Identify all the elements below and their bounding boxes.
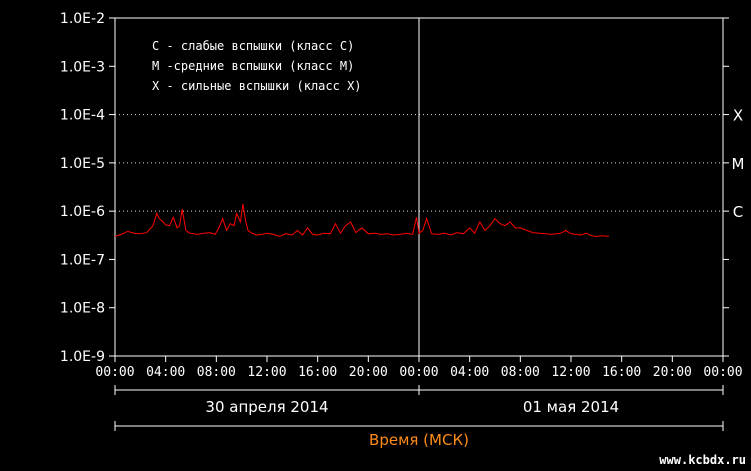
legend-entry: M -средние вспышки (класс M) xyxy=(152,59,354,73)
legend-entry: C - слабые вспышки (класс C) xyxy=(152,39,354,53)
y-tick-label: 1.0E-4 xyxy=(60,108,105,124)
x-axis: 00:00 04:00 08:00 12:00 16:00 20:00 00:00 04:00… xyxy=(95,356,743,380)
date-brackets xyxy=(114,385,724,431)
x-tick-label: 16:00 xyxy=(602,365,641,380)
legend: C - слабые вспышки (класс C) M -средние в… xyxy=(152,39,362,93)
x-tick-label: 20:00 xyxy=(349,365,388,380)
watermark: www.kcbdx.ru xyxy=(659,453,746,467)
class-label: C xyxy=(733,203,743,221)
x-tick-label: 00:00 xyxy=(95,365,134,380)
x-axis-title: Время (МСК) xyxy=(369,431,469,449)
x-tick-label: 12:00 xyxy=(247,365,286,380)
x-tick-label: 04:00 xyxy=(450,365,489,380)
x-tick-label: 16:00 xyxy=(298,365,337,380)
x-tick-label: 08:00 xyxy=(197,365,236,380)
y-tick-label: 1.0E-7 xyxy=(60,252,105,268)
x-tick-label: 04:00 xyxy=(146,365,185,380)
x-tick-label: 12:00 xyxy=(551,365,590,380)
flare-class-labels: X M C xyxy=(732,107,745,222)
class-label: M xyxy=(732,155,745,173)
day-label: 30 апреля 2014 xyxy=(205,398,328,416)
class-label: X xyxy=(733,107,743,125)
series-group xyxy=(114,204,610,237)
day-label: 01 мая 2014 xyxy=(523,398,619,416)
y-tick-label: 1.0E-8 xyxy=(60,301,105,317)
y-axis: 1.0E-2 1.0E-3 1.0E-4 1.0E-5 1.0E-6 1.0E-7 1.0E… xyxy=(60,11,729,365)
xray-flux-series xyxy=(114,204,610,237)
y-tick-label: 1.0E-6 xyxy=(60,204,105,220)
y-tick-label: 1.0E-9 xyxy=(60,349,105,365)
x-tick-label: 00:00 xyxy=(703,365,742,380)
x-tick-label: 00:00 xyxy=(399,365,438,380)
x-tick-label: 08:00 xyxy=(501,365,540,380)
y-tick-label: 1.0E-2 xyxy=(60,11,105,27)
y-tick-label: 1.0E-5 xyxy=(60,156,105,172)
legend-entry: X - сильные вспышки (класс X) xyxy=(152,79,362,93)
y-tick-label: 1.0E-3 xyxy=(60,59,105,75)
x-tick-label: 20:00 xyxy=(653,365,692,380)
